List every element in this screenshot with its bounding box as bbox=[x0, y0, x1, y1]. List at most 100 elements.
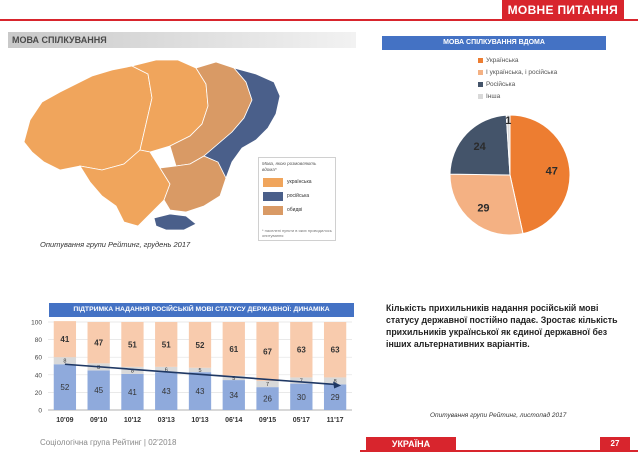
map-regions-east bbox=[153, 61, 281, 231]
x-tick-label: 10'12 bbox=[124, 417, 141, 424]
stacked-bar-chart: 0 20 40 60 80 100 52 8 41 10'09 45 8 47 09'10 41 8 51 10'… bbox=[31, 320, 352, 424]
pie-slice bbox=[449, 173, 524, 236]
map-legend-note: * населені пункти в яких проводилось опи… bbox=[262, 228, 332, 238]
bar-segment bbox=[188, 367, 212, 373]
pie-slice-label: 29 bbox=[477, 203, 489, 215]
bar-data-label: 67 bbox=[263, 347, 272, 356]
bar-segment bbox=[323, 384, 347, 410]
y-tick-label: 40 bbox=[35, 372, 43, 379]
pie-slice-label: 1 bbox=[505, 115, 511, 127]
pie-legend-swatch bbox=[478, 58, 483, 63]
x-tick-label: 05'17 bbox=[293, 417, 310, 424]
footer-rule bbox=[360, 450, 638, 452]
page-number: 27 bbox=[600, 437, 630, 451]
bar-data-label: 43 bbox=[196, 387, 205, 396]
bar-data-label: 7 bbox=[266, 382, 269, 388]
pie-legend-swatch bbox=[478, 94, 483, 99]
bar-segment bbox=[290, 383, 313, 410]
pie-slice-label: 24 bbox=[473, 141, 486, 153]
bar-data-label: 30 bbox=[297, 393, 306, 402]
pie-slice bbox=[505, 114, 511, 176]
x-tick-label: 09'10 bbox=[90, 417, 107, 424]
bar-segment bbox=[256, 387, 279, 410]
bar-segment bbox=[121, 366, 144, 374]
y-tick-label: 100 bbox=[31, 320, 42, 327]
bar-data-label: 52 bbox=[196, 341, 205, 350]
bar-segment bbox=[53, 357, 77, 365]
bar-data-label: 8 bbox=[63, 359, 66, 365]
bar-data-label: 34 bbox=[229, 391, 238, 400]
top-rule bbox=[0, 19, 638, 21]
pie-legend-item: І українська, і російська bbox=[478, 69, 557, 79]
bar-segment bbox=[290, 322, 313, 378]
pie-slice bbox=[509, 114, 571, 235]
map-legend-swatch bbox=[263, 178, 283, 187]
pie-legend-item: Інша bbox=[478, 93, 500, 103]
bar-data-label: 52 bbox=[60, 383, 69, 392]
bar-segment bbox=[53, 364, 77, 410]
map-legend-title: Мова, якою розмовляють вдома* bbox=[262, 161, 317, 172]
bar-segment bbox=[188, 322, 212, 368]
pie-legend-item: Українська bbox=[478, 57, 519, 67]
x-tick-label: 11'17 bbox=[327, 417, 344, 424]
bar-data-label: 41 bbox=[128, 388, 137, 397]
bar-data-label: 26 bbox=[263, 395, 272, 404]
bar-data-label: 8 bbox=[131, 368, 134, 374]
pie-chart-header: МОВА СПІЛКУВАННЯ ВДОМА bbox=[382, 36, 606, 50]
top-bar: МОВНЕ ПИТАННЯ bbox=[0, 0, 638, 20]
bar-chart-header: ПІДТРИМКА НАДАННЯ РОСІЙСЬКІЙ МОВІ СТАТУС… bbox=[49, 303, 354, 317]
x-tick-label: 03'13 bbox=[158, 417, 175, 424]
map-region-russian-crimea bbox=[153, 213, 197, 231]
map-legend-label: російська bbox=[287, 193, 310, 199]
bar-segment bbox=[323, 322, 347, 378]
map-legend-label: українська bbox=[287, 179, 312, 185]
bar-segment bbox=[121, 373, 144, 410]
x-tick-label: 09'15 bbox=[259, 417, 276, 424]
bar-data-label: 61 bbox=[229, 345, 238, 354]
map-region-mixed-south bbox=[159, 155, 227, 213]
bar-segment bbox=[53, 321, 77, 358]
x-tick-label: 10'13 bbox=[191, 417, 208, 424]
map-section-title: МОВА СПІЛКУВАННЯ bbox=[12, 35, 107, 45]
map-legend-swatch bbox=[263, 206, 283, 215]
bar-segment bbox=[188, 372, 212, 410]
chart-source-note: Опитування групи Рейтинг, листопад 2017 bbox=[430, 412, 567, 419]
pie-legend-swatch bbox=[478, 82, 483, 87]
bar-data-label: 51 bbox=[128, 340, 137, 349]
pie-slice bbox=[449, 114, 511, 176]
y-tick-label: 60 bbox=[35, 355, 43, 362]
y-tick-label: 0 bbox=[38, 408, 42, 415]
page-title: МОВНЕ ПИТАННЯ bbox=[501, 0, 624, 20]
bar-segment bbox=[256, 322, 279, 381]
bar-data-label: 5 bbox=[198, 368, 201, 374]
trend-arrow-head bbox=[333, 381, 342, 389]
bar-segment bbox=[87, 370, 110, 410]
map-legend-item: російська bbox=[263, 192, 333, 202]
bar-segment bbox=[222, 322, 245, 376]
bar-segment bbox=[222, 375, 245, 381]
bar-data-label: 6 bbox=[165, 368, 168, 374]
bar-data-label: 63 bbox=[331, 346, 340, 355]
pie-chart: 47 29 24 1 bbox=[449, 114, 571, 236]
bar-data-label: 45 bbox=[94, 386, 103, 395]
pie-legend-label: Інша bbox=[486, 93, 501, 100]
map-legend-item: українська bbox=[263, 178, 333, 188]
map-region-ukrainian-west bbox=[23, 65, 153, 171]
pie-legend-label: Російська bbox=[486, 81, 516, 88]
bar-segment bbox=[323, 377, 347, 385]
bar-data-label: 5 bbox=[232, 376, 235, 382]
footer-org: Соціологічна група Рейтинг | 02'2018 bbox=[40, 438, 177, 447]
footer-badge: УКРАЇНА bbox=[366, 437, 456, 451]
map-legend: Мова, якою розмовляють вдома* українська… bbox=[258, 157, 336, 241]
pie-legend-swatch bbox=[478, 70, 483, 75]
map-section-header: МОВА СПІЛКУВАННЯ bbox=[8, 32, 356, 48]
map-legend-item: обидві bbox=[263, 206, 333, 216]
bar-segment bbox=[155, 372, 178, 410]
bar-segment bbox=[256, 380, 279, 388]
bar-data-label: 29 bbox=[331, 393, 340, 402]
x-tick-label: 06'14 bbox=[225, 417, 242, 424]
bar-segment bbox=[155, 366, 178, 373]
pie-slice-label: 47 bbox=[546, 165, 558, 177]
x-tick-label: 10'09 bbox=[56, 417, 73, 424]
ukraine-language-map bbox=[20, 54, 338, 232]
